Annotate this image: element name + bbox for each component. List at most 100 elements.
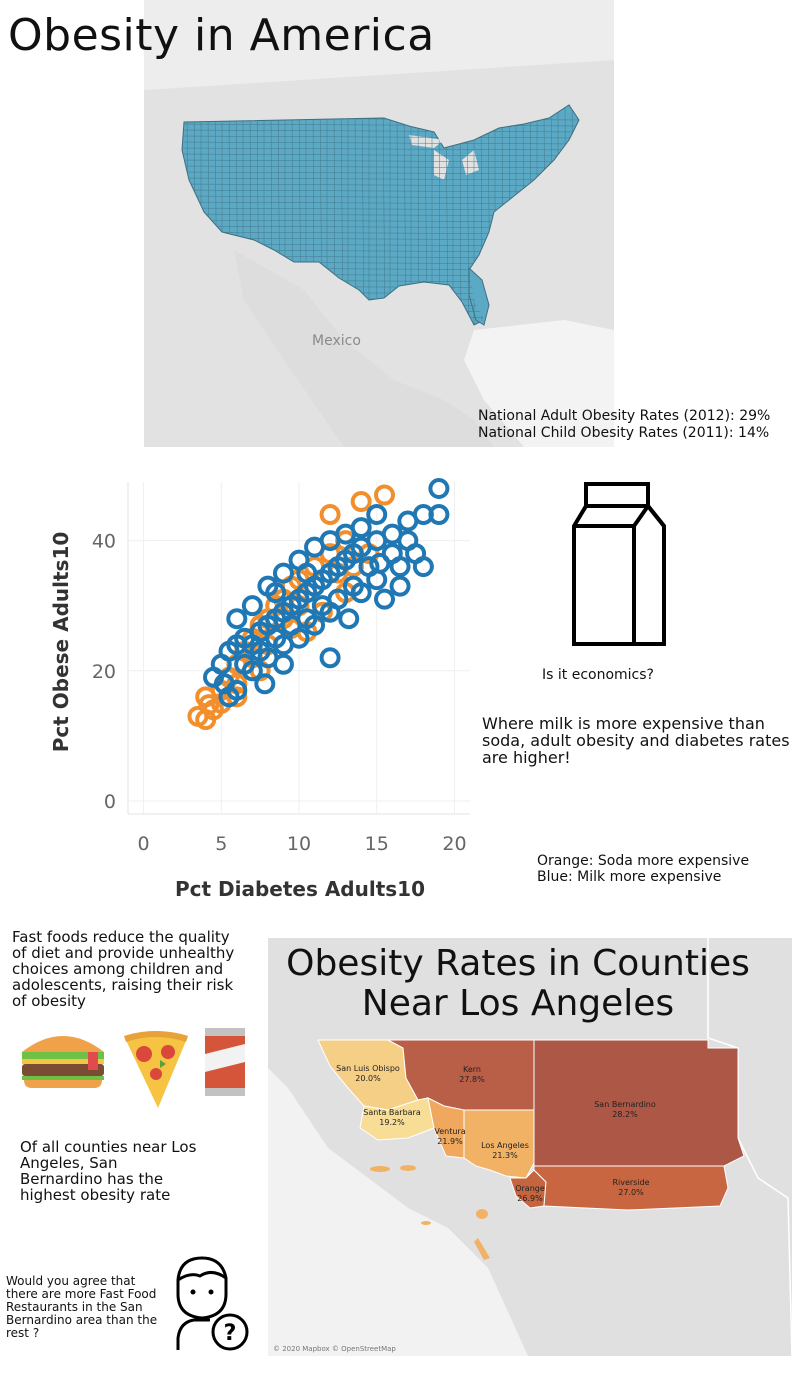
- us-obesity-map: Mexico: [144, 0, 614, 447]
- milk-carton-icon: [570, 482, 670, 648]
- y-tick-label: 40: [92, 531, 116, 553]
- scatter-point-blue: [226, 608, 248, 630]
- island-1: [370, 1166, 390, 1172]
- adult-obesity-note: National Adult Obesity Rates (2012): 29%: [478, 408, 771, 424]
- us-map-graphic: Mexico: [144, 0, 614, 447]
- canada-shape: [144, 0, 614, 90]
- scatter-point-blue: [280, 614, 302, 636]
- scatter-point-blue: [381, 543, 403, 565]
- thinking-person-icon: ?: [160, 1254, 252, 1354]
- county-line: [182, 165, 579, 169]
- scatter-point-orange: [374, 484, 395, 506]
- mexico-shape: [234, 250, 494, 447]
- label-san-luis-obispo-rate: 20.0%: [355, 1074, 381, 1083]
- scatter-point-blue: [369, 552, 391, 574]
- counties-note: Of all counties near Los Angeles, San Be…: [20, 1138, 197, 1204]
- county-riverside: [533, 1165, 729, 1211]
- label-ventura-rate: 21.9%: [437, 1137, 463, 1146]
- la-map-graphic: San Luis Obispo 20.0% Kern 27.8% Santa B…: [268, 938, 792, 1356]
- scatter-point-blue: [397, 510, 419, 532]
- la-counties-map: San Luis Obispo 20.0% Kern 27.8% Santa B…: [268, 938, 792, 1356]
- scatter-point-blue: [358, 556, 380, 578]
- lake-superior: [409, 135, 444, 148]
- label-santa-barbara-name: Santa Barbara: [363, 1108, 421, 1117]
- pizza-icon: [122, 1030, 190, 1110]
- scatter-chart: 0 5 10 15 20 0 20 40 Pct Diabetes Adults10 Pct …: [0, 462, 480, 912]
- label-kern-name: Kern: [463, 1065, 481, 1074]
- scatter-point-blue: [234, 653, 256, 675]
- label-orange-name: Orange: [515, 1184, 545, 1193]
- scatter-point-blue: [389, 575, 411, 597]
- scatter-point-orange: [350, 491, 372, 513]
- label-riverside-rate: 27.0%: [618, 1188, 644, 1197]
- tick-layer: 0 5 10 15 20 0 20 40: [92, 531, 467, 855]
- county-line: [182, 141, 579, 145]
- scatter-point-blue: [265, 627, 287, 649]
- child-obesity-note: National Child Obesity Rates (2011): 14%: [478, 425, 770, 441]
- scatter-point-blue: [249, 640, 271, 662]
- county-line: [182, 183, 579, 187]
- county-line: [182, 129, 579, 133]
- label-orange-rate: 26.9%: [517, 1194, 543, 1203]
- label-kern-rate: 27.8%: [459, 1075, 485, 1084]
- y-tick-label: 0: [104, 791, 116, 813]
- scatter-point-blue: [428, 504, 450, 526]
- scatter-point-blue: [254, 673, 276, 695]
- x-tick-label: 0: [137, 833, 149, 855]
- y-axis-label: Pct Obese Adults10: [49, 532, 73, 753]
- pacific-water: [268, 1068, 528, 1356]
- mexico-label: Mexico: [312, 333, 361, 349]
- svg-text:?: ?: [224, 1321, 237, 1346]
- island-2: [400, 1165, 416, 1171]
- scatter-point-blue: [265, 582, 287, 604]
- scatter-point-blue: [319, 647, 341, 669]
- legend-blue: Blue: Milk more expensive: [537, 869, 722, 885]
- burger-icon: [18, 1028, 108, 1090]
- label-los-angeles-rate: 21.3%: [492, 1151, 518, 1160]
- label-santa-barbara-rate: 19.2%: [379, 1118, 405, 1127]
- scatter-point-blue: [374, 588, 395, 610]
- scatter-point-blue: [296, 562, 318, 584]
- scatter-point-orange: [226, 686, 248, 708]
- lake-michigan: [434, 150, 449, 180]
- county-line: [182, 135, 579, 139]
- fast-food-question: Would you agree that there are more Fast…: [6, 1274, 158, 1340]
- fast-food-text: Fast foods reduce the quality of diet an…: [12, 928, 235, 1010]
- scatter-svg: 0 5 10 15 20 0 20 40 Pct Diabetes Adults10 Pct …: [49, 478, 470, 901]
- scatter-point-blue: [350, 517, 372, 539]
- county-line: [182, 147, 579, 151]
- point-layer: [187, 478, 450, 731]
- scatter-point-blue: [213, 673, 235, 695]
- lake-huron: [462, 150, 479, 175]
- scatter-point-blue: [428, 478, 450, 500]
- scatter-point-blue: [412, 556, 434, 578]
- county-line: [182, 171, 579, 175]
- scatter-point-blue: [342, 575, 364, 597]
- gulf-water: [464, 320, 614, 447]
- scatter-point-blue: [338, 608, 360, 630]
- milk-statement: Where milk is more expensive than soda, …: [482, 714, 790, 767]
- scatter-point-blue: [241, 595, 263, 617]
- scatter-point-blue: [272, 562, 294, 584]
- label-los-angeles-name: Los Angeles: [481, 1141, 529, 1150]
- soda-can-icon: [203, 1026, 247, 1098]
- scatter-point-blue: [366, 504, 388, 526]
- scatter-point-orange: [198, 694, 220, 716]
- scatter-point-blue: [319, 530, 341, 552]
- island-5: [474, 1238, 490, 1260]
- economics-question: Is it economics?: [542, 667, 654, 683]
- scatter-point-blue: [327, 588, 349, 610]
- y-tick-label: 20: [92, 661, 116, 683]
- county-line: [182, 189, 579, 193]
- x-tick-label: 5: [215, 833, 227, 855]
- x-tick-label: 10: [287, 833, 311, 855]
- la-map-title: Obesity Rates in Counties Near Los Angel…: [286, 943, 750, 1024]
- label-ventura-name: Ventura: [434, 1127, 465, 1136]
- scatter-point-blue: [218, 686, 240, 708]
- x-axis-label: Pct Diabetes Adults10: [175, 877, 425, 901]
- map-attribution: © 2020 Mapbox © OpenStreetMap: [273, 1345, 396, 1353]
- county-line: [182, 177, 579, 181]
- label-riverside-name: Riverside: [612, 1178, 649, 1187]
- county-line: [182, 123, 579, 127]
- label-san-luis-obispo-name: San Luis Obispo: [336, 1064, 400, 1073]
